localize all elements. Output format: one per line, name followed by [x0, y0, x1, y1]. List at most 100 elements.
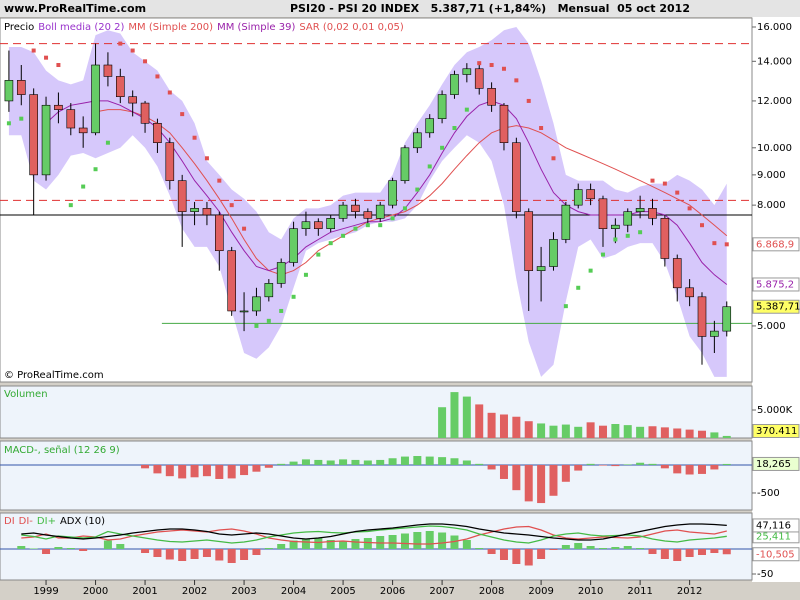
histogram-bar — [165, 549, 174, 560]
histogram-bar — [277, 544, 286, 549]
legend-entry: Volumen — [4, 389, 48, 400]
histogram-bar — [524, 549, 533, 566]
histogram-bar — [252, 464, 261, 472]
histogram-bar — [648, 463, 657, 465]
candle-body — [78, 127, 88, 134]
y-tick-label: 8.000 — [757, 200, 786, 211]
histogram-bar — [388, 535, 397, 549]
sar-dot — [588, 268, 593, 273]
candle-body — [140, 102, 150, 124]
candle-body — [598, 198, 608, 229]
histogram-bar — [141, 549, 150, 553]
histogram-bar — [116, 544, 125, 549]
histogram-bar — [264, 548, 273, 549]
legend-entry: SAR (0,02 0,01 0,05) — [299, 22, 404, 33]
sar-dot — [390, 216, 395, 221]
histogram-bar — [153, 464, 162, 474]
histogram-bar — [537, 549, 546, 559]
y-tick-label: 14.000 — [757, 56, 792, 67]
histogram-bar — [425, 456, 434, 465]
legend-entry: Boll media (20 2) — [38, 22, 124, 33]
sar-dot — [217, 178, 222, 183]
sar-dot — [353, 226, 358, 231]
legend-entry: ADX (10) — [60, 516, 105, 527]
x-tick-label: 2012 — [677, 586, 702, 597]
candle-body — [437, 94, 447, 119]
histogram-bar — [710, 549, 719, 553]
sar-dot — [539, 126, 544, 131]
candle-body — [314, 221, 323, 229]
sar-dot — [440, 145, 445, 150]
candle-body — [252, 296, 261, 312]
candle-body — [512, 142, 521, 212]
histogram-bar — [673, 464, 682, 474]
legend-entry: DI- — [19, 516, 34, 527]
volume-bar — [623, 425, 632, 438]
value-label-box — [752, 456, 800, 471]
histogram-bar — [499, 549, 508, 560]
candle-body — [499, 104, 509, 144]
candle-body — [487, 88, 496, 106]
volume-bar — [524, 421, 533, 438]
histogram-bar — [549, 549, 558, 550]
histogram-bar — [574, 464, 583, 471]
histogram-bar — [710, 464, 719, 470]
candle-body — [363, 211, 373, 219]
sar-dot — [625, 233, 630, 238]
volume-bar — [438, 407, 447, 438]
sar-dot — [19, 116, 24, 121]
x-tick-label: 2011 — [627, 586, 652, 597]
volume-bar — [549, 425, 558, 438]
histogram-bar — [400, 456, 409, 465]
candle-body — [54, 104, 63, 110]
y-tick-label: -500 — [757, 488, 780, 499]
legend-entry: MM (Simple 200) — [128, 22, 213, 33]
histogram-bar — [388, 458, 397, 465]
candle-body — [573, 189, 583, 206]
volume-bar — [574, 426, 583, 438]
candle-body — [413, 132, 422, 149]
indicator-line — [21, 523, 727, 541]
value-label: 5.875,2 — [756, 279, 794, 290]
sar-dot — [724, 242, 729, 247]
histogram-bar — [314, 459, 323, 465]
candle-body — [289, 228, 298, 263]
histogram-bar — [623, 464, 632, 465]
histogram-bar — [598, 548, 607, 549]
histogram-bar — [611, 464, 620, 467]
histogram-bar — [438, 457, 447, 465]
candle-body — [128, 96, 137, 104]
x-tick-label: 2003 — [231, 586, 256, 597]
histogram-bar — [17, 546, 26, 549]
histogram-bar — [549, 464, 558, 496]
x-tick-label: 2005 — [330, 586, 355, 597]
histogram-bar — [202, 464, 211, 477]
histogram-bar — [673, 549, 682, 561]
right-axis-area — [752, 17, 800, 582]
sar-dot — [687, 206, 692, 211]
value-label: 6.868,9 — [756, 239, 794, 250]
sar-dot — [712, 241, 717, 246]
histogram-bar — [66, 548, 75, 549]
legend-entry: DI — [4, 516, 15, 527]
histogram-bar — [697, 549, 706, 555]
chart-title: PSI20 - PSI 20 INDEX 5.387,71 (+1,84%) M… — [290, 2, 690, 15]
candle-body — [561, 204, 571, 240]
volume-bar — [561, 424, 570, 438]
candle-body — [425, 118, 435, 134]
histogram-bar — [240, 549, 249, 560]
histogram-bar — [697, 464, 706, 474]
candle-body — [190, 208, 199, 212]
candle-body — [635, 208, 645, 212]
sar-dot — [341, 233, 346, 238]
histogram-bar — [363, 538, 372, 549]
histogram-bar — [537, 464, 546, 504]
candle-body — [474, 68, 484, 89]
candle-body — [685, 287, 694, 298]
y-tick-label: 9.000 — [757, 170, 786, 181]
legend-entry: DI+ — [37, 516, 56, 527]
histogram-bar — [685, 549, 694, 557]
sar-dot — [514, 78, 519, 83]
value-label: -10,505 — [756, 549, 795, 560]
